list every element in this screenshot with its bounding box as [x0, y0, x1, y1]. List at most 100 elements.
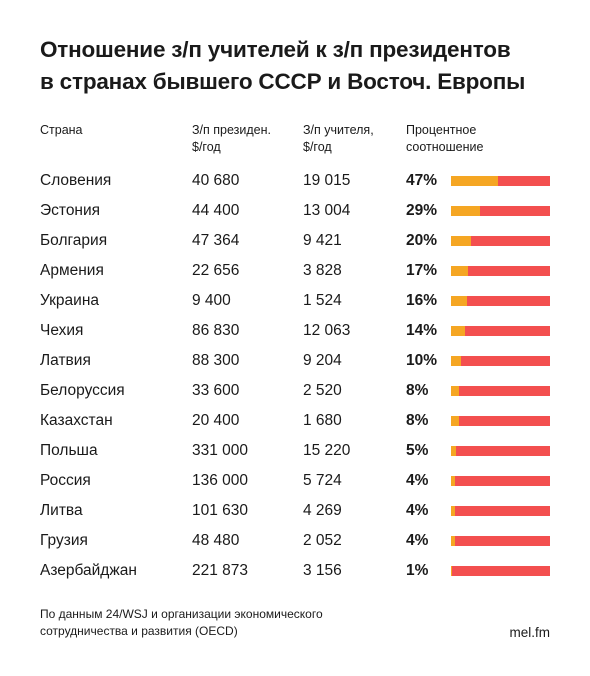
brand-label: mel.fm — [509, 625, 551, 640]
country-cell: Болгария — [40, 232, 108, 249]
ratio-bar-fill — [451, 416, 459, 426]
president-salary-cell: 44 400 — [192, 202, 240, 219]
president-salary-cell: 221 873 — [192, 562, 249, 579]
column-header-president-salary: З/п президен. $/год — [192, 122, 271, 156]
ratio-percent-cell: 14% — [406, 322, 438, 339]
ratio-bar — [451, 506, 550, 516]
column-header-line: соотношение — [406, 140, 484, 154]
ratio-percent-cell: 47% — [406, 172, 438, 189]
table-row: Россия 136 000 5 724 4% — [0, 466, 590, 496]
country-cell: Армения — [40, 262, 104, 279]
table-row: Польша 331 000 15 220 5% — [0, 436, 590, 466]
column-header-ratio: Процентное соотношение — [406, 122, 483, 156]
ratio-bar — [451, 536, 550, 546]
ratio-percent-cell: 5% — [406, 442, 429, 459]
ratio-percent-cell: 8% — [406, 412, 429, 429]
president-salary-cell: 331 000 — [192, 442, 249, 459]
ratio-percent-cell: 29% — [406, 202, 438, 219]
table-row: Грузия 48 480 2 052 4% — [0, 526, 590, 556]
teacher-salary-cell: 12 063 — [303, 322, 351, 339]
table-row: Украина 9 400 1 524 16% — [0, 286, 590, 316]
ratio-percent-cell: 10% — [406, 352, 438, 369]
source-note-line: По данным 24/WSJ и организации экономиче… — [40, 607, 323, 621]
country-cell: Польша — [40, 442, 98, 459]
ratio-percent-cell: 4% — [406, 472, 429, 489]
teacher-salary-cell: 2 052 — [303, 532, 342, 549]
ratio-bar — [451, 386, 550, 396]
teacher-salary-cell: 1 524 — [303, 292, 342, 309]
ratio-bar-fill — [451, 386, 459, 396]
country-cell: Белоруссия — [40, 382, 125, 399]
teacher-salary-cell: 3 156 — [303, 562, 342, 579]
country-cell: Казахстан — [40, 412, 113, 429]
ratio-bar — [451, 566, 550, 576]
ratio-bar — [451, 176, 550, 186]
chart-title: Отношение з/п учителей к з/п президентов… — [40, 34, 570, 98]
country-cell: Россия — [40, 472, 91, 489]
president-salary-cell: 22 656 — [192, 262, 240, 279]
teacher-salary-cell: 3 828 — [303, 262, 342, 279]
teacher-salary-cell: 15 220 — [303, 442, 351, 459]
column-header-line: $/год — [192, 140, 221, 154]
country-cell: Грузия — [40, 532, 88, 549]
column-header-line: З/п президен. — [192, 123, 271, 137]
column-header-teacher-salary: З/п учителя, $/год — [303, 122, 374, 156]
ratio-bar-fill — [451, 206, 480, 216]
teacher-salary-cell: 5 724 — [303, 472, 342, 489]
president-salary-cell: 9 400 — [192, 292, 231, 309]
country-cell: Украина — [40, 292, 100, 309]
ratio-bar-fill — [451, 536, 455, 546]
column-header-line: $/год — [303, 140, 332, 154]
country-cell: Латвия — [40, 352, 91, 369]
source-note-line: сотрудничества и развития (OECD) — [40, 624, 238, 638]
ratio-bar-fill — [451, 326, 465, 336]
table-row: Чехия 86 830 12 063 14% — [0, 316, 590, 346]
ratio-bar-fill — [451, 266, 468, 276]
table-row: Словения 40 680 19 015 47% — [0, 166, 590, 196]
table-row: Армения 22 656 3 828 17% — [0, 256, 590, 286]
ratio-bar-fill — [451, 566, 452, 576]
chart-title-line: в странах бывшего СССР и Восточ. Европы — [40, 69, 526, 94]
ratio-bar — [451, 266, 550, 276]
president-salary-cell: 88 300 — [192, 352, 240, 369]
teacher-salary-cell: 1 680 — [303, 412, 342, 429]
president-salary-cell: 20 400 — [192, 412, 240, 429]
column-header-line: Процентное — [406, 123, 477, 137]
ratio-bar — [451, 206, 550, 216]
president-salary-cell: 136 000 — [192, 472, 249, 489]
teacher-salary-cell: 9 204 — [303, 352, 342, 369]
ratio-percent-cell: 20% — [406, 232, 438, 249]
ratio-bar — [451, 356, 550, 366]
ratio-percent-cell: 8% — [406, 382, 429, 399]
ratio-bar-fill — [451, 446, 456, 456]
ratio-bar-fill — [451, 176, 498, 186]
source-note: По данным 24/WSJ и организации экономиче… — [40, 606, 323, 640]
table-row: Белоруссия 33 600 2 520 8% — [0, 376, 590, 406]
ratio-percent-cell: 1% — [406, 562, 429, 579]
table-row: Эстония 44 400 13 004 29% — [0, 196, 590, 226]
ratio-bar — [451, 416, 550, 426]
teacher-salary-cell: 9 421 — [303, 232, 342, 249]
table-row: Латвия 88 300 9 204 10% — [0, 346, 590, 376]
column-header-line: Страна — [40, 123, 83, 137]
president-salary-cell: 47 364 — [192, 232, 240, 249]
ratio-bar — [451, 296, 550, 306]
country-cell: Эстония — [40, 202, 101, 219]
teacher-salary-cell: 19 015 — [303, 172, 351, 189]
chart-title-line: Отношение з/п учителей к з/п президентов — [40, 37, 511, 62]
ratio-bar-fill — [451, 506, 455, 516]
ratio-bar-fill — [451, 476, 455, 486]
table-row: Болгария 47 364 9 421 20% — [0, 226, 590, 256]
country-cell: Азербайджан — [40, 562, 137, 579]
table-row: Литва 101 630 4 269 4% — [0, 496, 590, 526]
ratio-bar-fill — [451, 296, 467, 306]
table-row: Азербайджан 221 873 3 156 1% — [0, 556, 590, 586]
country-cell: Словения — [40, 172, 112, 189]
table-row: Казахстан 20 400 1 680 8% — [0, 406, 590, 436]
president-salary-cell: 101 630 — [192, 502, 249, 519]
ratio-bar-fill — [451, 356, 461, 366]
ratio-percent-cell: 4% — [406, 532, 429, 549]
ratio-bar — [451, 326, 550, 336]
column-header-line: З/п учителя, — [303, 123, 374, 137]
ratio-bar-fill — [451, 236, 471, 246]
